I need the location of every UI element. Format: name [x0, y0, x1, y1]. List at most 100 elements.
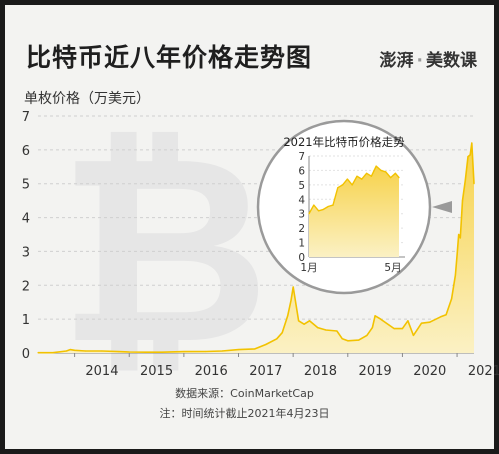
price-point [458, 233, 460, 236]
inset-point [346, 178, 348, 180]
x-tick-label: 2018 [304, 364, 337, 379]
price-point [412, 334, 414, 336]
price-point [469, 154, 471, 156]
x-tick-label: 2019 [359, 364, 392, 379]
inset-point [356, 175, 358, 177]
price-point [336, 330, 338, 332]
y-tick-label: 7 [22, 110, 30, 125]
inset-point [380, 169, 382, 171]
y-axis-unit-label: 单枚价格（万美元） [24, 91, 150, 107]
inset-point [375, 165, 377, 167]
price-line [38, 142, 475, 354]
inset-point [327, 205, 329, 208]
price-point [290, 299, 292, 302]
inset-y-tick-label: 3 [298, 209, 305, 221]
price-point [303, 323, 305, 325]
price-point [388, 324, 390, 326]
inset-y-tick-label: 6 [298, 165, 305, 177]
brand-separator: · [416, 51, 423, 71]
price-point [287, 315, 289, 317]
page-title: 比特币近八年价格走势图 [26, 43, 313, 72]
inset-y-tick-label: 0 [298, 252, 305, 264]
price-point [407, 320, 409, 322]
inset-line [308, 165, 400, 215]
price-point [471, 142, 473, 144]
price-point [117, 351, 119, 353]
price-point [429, 321, 431, 323]
y-axis-ticks: 0 1 2 3 4 5 6 7 [22, 110, 30, 362]
price-point [74, 349, 76, 351]
price-area-fill [38, 143, 474, 353]
price-point [161, 351, 163, 353]
x-tick-label: 2020 [413, 364, 446, 379]
inset-y-tick-label: 7 [298, 151, 305, 163]
main-series [37, 142, 475, 354]
price-point [265, 343, 267, 346]
price-point [183, 351, 185, 353]
inset-point [390, 177, 392, 179]
x-tick-label: 2016 [195, 364, 228, 379]
price-point [454, 274, 456, 276]
price-point [205, 350, 207, 353]
inset-point [337, 187, 339, 189]
price-point [341, 338, 343, 340]
price-point [308, 320, 311, 322]
inset-point [394, 172, 396, 174]
price-point [380, 318, 382, 320]
price-point [276, 338, 278, 340]
price-point [145, 351, 147, 353]
inset-x-tick-label: 1月 [300, 262, 317, 274]
price-point [366, 334, 368, 336]
price-point [401, 328, 403, 330]
brand-logo: 澎湃 · 美数课 [380, 46, 477, 71]
price-point [52, 352, 54, 354]
price-point [292, 286, 294, 288]
y-tick-label: 1 [22, 313, 30, 328]
inset-area-fill [309, 166, 399, 257]
x-axis-ticks: 2014 2015 2016 2017 2018 2019 2020 2021 [74, 353, 499, 379]
date-note: 注：时间统计截止2021年4月23日 [159, 407, 330, 420]
price-point [374, 315, 376, 317]
x-tick-label: 2014 [85, 364, 118, 379]
inset-chart: 2021年比特币价格走势 0 1 2 3 4 5 6 7 1月 5月 [283, 135, 405, 274]
y-tick-label: 4 [22, 212, 30, 227]
price-point [65, 350, 67, 352]
x-tick-label: 2021 [468, 364, 499, 379]
price-point [254, 348, 256, 350]
inset-y-tick-label: 1 [298, 238, 305, 250]
inset-point [342, 184, 344, 186]
y-tick-label: 6 [22, 144, 30, 159]
brand-name-b: 美数课 [426, 51, 477, 71]
inset-point [322, 208, 324, 210]
inset-y-tick-label: 5 [298, 180, 305, 192]
inset-title: 2021年比特币价格走势 [283, 135, 405, 149]
price-point [445, 314, 447, 316]
price-point [221, 350, 223, 352]
inset-point [318, 210, 320, 212]
brand-name-a: 澎湃 [379, 51, 414, 71]
price-point [459, 237, 461, 239]
inset-point [313, 204, 315, 206]
inset-point [332, 204, 334, 206]
inset-point [398, 177, 400, 179]
x-tick-label: 2017 [249, 364, 282, 379]
price-point [393, 328, 395, 330]
x-tick-label: 2015 [140, 364, 173, 379]
price-point [69, 349, 71, 351]
price-point [281, 332, 283, 334]
price-point [420, 322, 423, 324]
inset-point [361, 178, 363, 180]
price-point [461, 200, 464, 202]
price-point [451, 298, 453, 300]
price-point [440, 316, 442, 318]
y-tick-label: 2 [22, 279, 30, 294]
y-tick-label: 0 [22, 347, 30, 362]
inset-y-tick-label: 4 [298, 194, 305, 206]
inset-point [366, 172, 368, 174]
price-point [128, 351, 130, 353]
price-point [237, 349, 240, 351]
price-point [325, 329, 327, 331]
source-note: 数据来源：CoinMarketCap [175, 387, 314, 400]
inset-point [385, 171, 387, 173]
